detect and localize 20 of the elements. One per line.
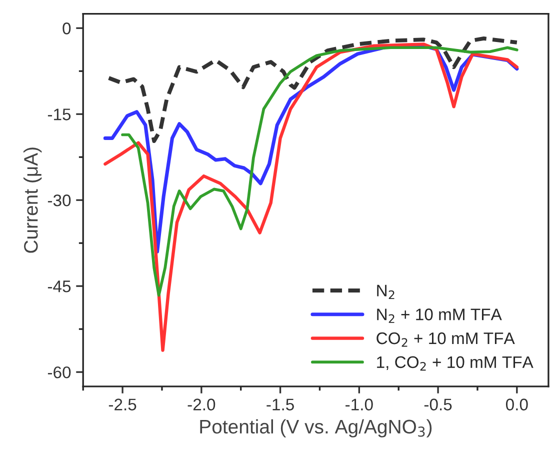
x-tick-label: -2.5 bbox=[108, 398, 136, 410]
y-tick-label: -45 bbox=[48, 280, 71, 292]
legend-label: CO$_{2}$ + 10 mM TFA bbox=[376, 332, 515, 347]
x-tick-label: -1.5 bbox=[266, 398, 294, 410]
y-tick-label: -60 bbox=[48, 366, 71, 378]
legend-label: 1, CO$_{2}$ + 10 mM TFA bbox=[377, 356, 534, 371]
x-tick-label: -0.5 bbox=[424, 398, 452, 410]
y-tick-label: -15 bbox=[48, 108, 71, 120]
x-tick-label: -1.0 bbox=[346, 398, 373, 410]
line-series bbox=[106, 36, 519, 143]
y-axis-title: Current (μA) bbox=[24, 148, 42, 253]
x-tick-label: 0.0 bbox=[506, 398, 528, 410]
line-series bbox=[104, 42, 519, 352]
legend-label: N$_{2}$ + 10 mM TFA bbox=[377, 308, 502, 323]
legend-label: N$_{2}$ bbox=[377, 284, 394, 300]
x-tick-label: -2.0 bbox=[188, 398, 216, 410]
y-tick-label: 0 bbox=[62, 22, 71, 34]
line-series bbox=[121, 46, 518, 297]
x-axis-title: Potential (V vs. Ag/AgNO$_{3}$) bbox=[200, 419, 432, 438]
y-tick-label: -30 bbox=[48, 194, 71, 206]
